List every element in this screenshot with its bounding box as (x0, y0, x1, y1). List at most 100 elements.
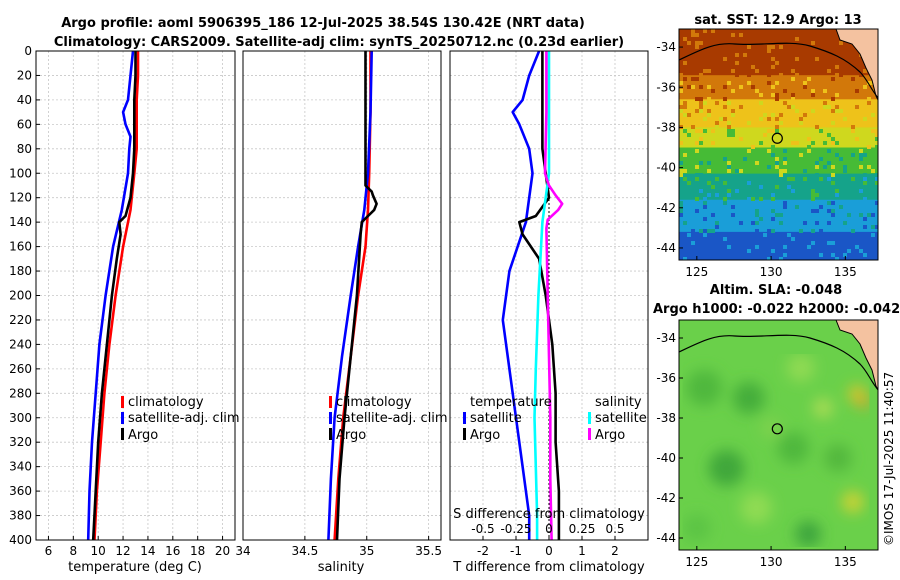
series-line-s-argo (543, 51, 564, 540)
sst-pixel (831, 201, 835, 205)
sst-pixel (723, 157, 727, 161)
sst-pixel (819, 129, 823, 133)
sst-pixel (803, 221, 807, 225)
sst-pixel (799, 229, 803, 233)
sst-pixel (827, 221, 831, 225)
sst-pixel (715, 193, 719, 197)
y-tick-label: 0 (24, 44, 32, 58)
sst-pixel (783, 149, 787, 153)
sst-pixel (835, 105, 839, 109)
sst-pixel (835, 73, 839, 77)
sst-pixel (843, 221, 847, 225)
sst-pixel (767, 165, 771, 169)
sst-pixel (787, 105, 791, 109)
sst-pixel (767, 45, 771, 49)
sst-pixel (747, 253, 751, 257)
x-tick-label: 10 (91, 544, 106, 558)
sst-pixel (679, 141, 683, 145)
sst-pixel (815, 125, 819, 129)
imos-watermark: ©IMOS 17-Jul-2025 11:40:57 (882, 372, 896, 546)
sst-pixel (843, 117, 847, 121)
sst-pixel (711, 45, 715, 49)
sst-pixel (819, 253, 823, 257)
sst-pixel (695, 109, 699, 113)
sst-pixel (827, 161, 831, 165)
sst-pixel (727, 101, 731, 105)
sst-pixel (831, 141, 835, 145)
sst-pixel (699, 97, 703, 101)
y-tick-label: 400 (9, 533, 32, 547)
sst-pixel (863, 197, 867, 201)
sst-pixel (811, 189, 815, 193)
sst-pixel (851, 153, 855, 157)
sst-pixel (775, 81, 779, 85)
sst-pixel (851, 229, 855, 233)
sst-pixel (787, 177, 791, 181)
sst-pixel (835, 193, 839, 197)
y-tick-label: 240 (9, 337, 32, 351)
sst-pixel (715, 101, 719, 105)
y-tick-label: 20 (17, 68, 32, 82)
x-tick-label: 14 (140, 544, 155, 558)
sst-pixel (679, 201, 683, 205)
sst-pixel (723, 117, 727, 121)
sst-pixel (707, 69, 711, 73)
sst-pixel (863, 69, 867, 73)
sst-pixel (743, 157, 747, 161)
sst-pixel (767, 257, 771, 260)
sst-pixel (799, 117, 803, 121)
sst-pixel (803, 49, 807, 53)
sla-blob (708, 450, 745, 486)
sst-pixel (747, 121, 751, 125)
sst-pixel (751, 45, 755, 49)
sst-pixel (799, 45, 803, 49)
y-tick-label: 40 (17, 93, 32, 107)
sst-pixel (795, 37, 799, 41)
sst-pixel (815, 161, 819, 165)
sst-pixel (723, 97, 727, 101)
legend-label-argo: Argo (336, 428, 366, 443)
sst-pixel (679, 109, 683, 113)
legend-label-satellite: satellite-adj. clim (336, 411, 448, 426)
sst-pixel (727, 165, 731, 169)
sst-pixel (723, 197, 727, 201)
sst-pixel (863, 225, 867, 229)
sst-pixel (859, 213, 863, 217)
sst-pixel (731, 109, 735, 113)
sst-pixel (827, 201, 831, 205)
sst-pixel (679, 73, 683, 77)
sst-pixel (795, 141, 799, 145)
sst-pixel (679, 209, 683, 213)
legend-swatch-climatology (121, 396, 124, 408)
sst-pixel (779, 237, 783, 241)
sst-pixel (771, 93, 775, 97)
sla-blob (682, 514, 711, 542)
sst-pixel (731, 245, 735, 249)
sst-pixel (759, 197, 763, 201)
sst-pixel (811, 89, 815, 93)
sst-pixel (695, 77, 699, 81)
sst-pixel (755, 221, 759, 225)
sst-pixel (875, 201, 878, 205)
sst-pixel (771, 229, 775, 233)
sst-pixel (747, 81, 751, 85)
sst-pixel (855, 245, 859, 249)
sst-pixel (763, 233, 767, 237)
sst-pixel (695, 33, 699, 37)
series-line-argo (335, 51, 378, 540)
sst-pixel (855, 105, 859, 109)
sst-pixel (779, 257, 783, 260)
sst-pixel (803, 177, 807, 181)
sst-map-axes: 125 130 135 -34 -36 -38 -40 -42 -44 (656, 40, 856, 279)
sst-pixel (791, 237, 795, 241)
sst-pixel (871, 129, 875, 133)
sst-pixel (699, 161, 703, 165)
sst-pixel (811, 65, 815, 69)
sst-pixel (759, 57, 763, 61)
sst-pixel (811, 241, 815, 245)
s-difference-label: S difference from climatology (453, 507, 645, 522)
sla-blob (732, 382, 765, 414)
sst-pixel (775, 161, 779, 165)
sst-pixel (867, 101, 871, 105)
